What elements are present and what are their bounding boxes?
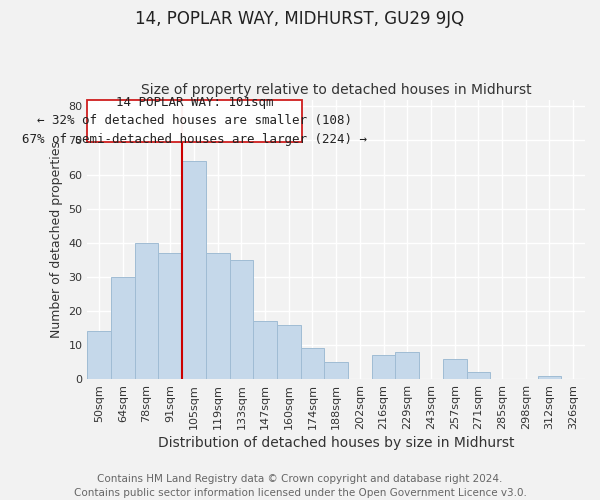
Bar (253, 321, 277, 379)
Bar (467, 372, 490, 379)
Bar (301, 348, 325, 379)
Text: 14 POPLAR WAY: 101sqm
← 32% of detached houses are smaller (108)
67% of semi-det: 14 POPLAR WAY: 101sqm ← 32% of detached … (22, 96, 367, 146)
Title: Size of property relative to detached houses in Midhurst: Size of property relative to detached ho… (141, 83, 532, 97)
Bar (277, 324, 301, 379)
FancyBboxPatch shape (88, 100, 302, 142)
Bar (395, 352, 419, 379)
Bar (111, 277, 135, 379)
Text: 14, POPLAR WAY, MIDHURST, GU29 9JQ: 14, POPLAR WAY, MIDHURST, GU29 9JQ (136, 10, 464, 28)
Bar (230, 260, 253, 379)
Bar (325, 362, 348, 379)
Y-axis label: Number of detached properties: Number of detached properties (50, 141, 63, 338)
Bar (538, 376, 562, 379)
Text: Contains HM Land Registry data © Crown copyright and database right 2024.
Contai: Contains HM Land Registry data © Crown c… (74, 474, 526, 498)
X-axis label: Distribution of detached houses by size in Midhurst: Distribution of detached houses by size … (158, 436, 514, 450)
Bar (135, 242, 158, 379)
Bar (182, 161, 206, 379)
Bar (88, 332, 111, 379)
Bar (443, 358, 467, 379)
Bar (206, 253, 230, 379)
Bar (158, 253, 182, 379)
Bar (372, 355, 395, 379)
